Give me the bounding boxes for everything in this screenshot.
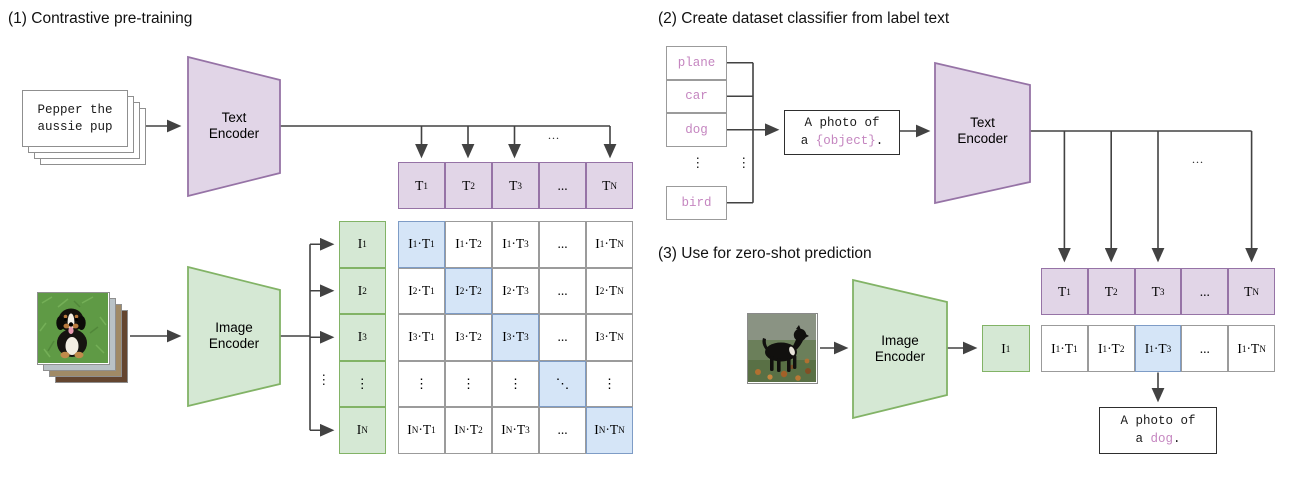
- prediction-line2: a dog.: [1135, 431, 1181, 446]
- similarity-cell: ...: [539, 221, 586, 268]
- similarity-cell: I 1 ·T N: [1228, 325, 1275, 372]
- prompt-line1: A photo of: [804, 116, 880, 130]
- image-encoder-label-line2: Encoder: [874, 348, 926, 364]
- ellipsis-vertical: ⋮: [737, 155, 751, 170]
- similarity-cell: I N ·T 2: [445, 407, 492, 454]
- similarity-cell: I N ·T 3: [492, 407, 539, 454]
- similarity-cell: I 2 ·T 2: [445, 267, 492, 314]
- class-label-text: bird: [681, 195, 712, 210]
- text-encoder-label-line1: Text: [221, 110, 247, 125]
- similarity-cell: ...: [1181, 325, 1229, 372]
- similarity-cell: I 2 ·T 1: [398, 267, 445, 314]
- prompt-line2: a {object}.: [800, 133, 884, 148]
- zero-shot-score-row: I 1 ·T 1 I 1 ·T 2 I 1 ·T 3... I 1 ·T N: [1041, 325, 1275, 372]
- similarity-cell: ⋮: [492, 360, 539, 407]
- ellipsis-horizontal: ...: [548, 128, 560, 142]
- query-dog-photo: [747, 313, 818, 384]
- similarity-cell: I 1 ·T 3: [492, 221, 539, 268]
- image-encoder-label-3: Image Encoder: [853, 333, 947, 364]
- text-snippet-line2: aussie pup: [37, 119, 113, 134]
- prompt-template-box: A photo of a {object}.: [784, 110, 900, 155]
- similarity-cell: I 3 ·T 3: [492, 314, 539, 361]
- class-label-text: dog: [685, 122, 708, 137]
- text-encoder-label-2: Text Encoder: [935, 115, 1030, 146]
- similarity-cell: ...: [539, 314, 586, 361]
- prompt-object-slot: {object}: [815, 133, 876, 148]
- text-embedding-cell: ...: [539, 162, 586, 209]
- text-encoder-label-1: Text Encoder: [188, 110, 280, 141]
- similarity-cell: I 1 ·T 3: [1134, 325, 1182, 372]
- text-embedding-row: T 1 T 2 T 3... T N: [398, 162, 633, 209]
- class-label-car: car: [666, 79, 727, 113]
- ellipsis-vertical: ⋮: [691, 155, 705, 170]
- puppy-photo: [37, 292, 110, 365]
- similarity-cell: I 2 ·T N: [586, 267, 633, 314]
- text-encoder-label-line2: Encoder: [957, 130, 1008, 146]
- classifier-embedding-row: T 1 T 2 T 3... T N: [1041, 268, 1275, 315]
- similarity-cell: I 2 ·T 3: [492, 267, 539, 314]
- panel1-title: (1) Contrastive pre-training: [8, 10, 193, 27]
- text-encoder-label-line2: Encoder: [208, 125, 260, 141]
- similarity-cell: I 1 ·T 1: [398, 221, 445, 268]
- ellipsis-horizontal: ...: [1192, 152, 1204, 166]
- similarity-cell: I N ·T N: [586, 407, 633, 454]
- class-label-text: plane: [677, 55, 716, 70]
- image-embedding-column: I 1 I 2 I 3 ⋮ I N: [339, 221, 386, 454]
- puppy-photo-art: [38, 293, 108, 363]
- image-encoder-label-line1: Image: [215, 320, 253, 335]
- similarity-cell: ⋮: [398, 360, 445, 407]
- similarity-cell: ⋮: [586, 360, 633, 407]
- query-dog-photo-art: [748, 314, 816, 382]
- text-encoder-label-line1: Text: [970, 115, 995, 130]
- similarity-cell: I 1 ·T N: [586, 221, 633, 268]
- similarity-cell: I 3 ·T 1: [398, 314, 445, 361]
- prediction-line1: A photo of: [1120, 414, 1196, 428]
- class-label-plane: plane: [666, 46, 727, 80]
- similarity-cell: I 1 ·T 1: [1041, 325, 1088, 372]
- similarity-cell: I 3 ·T N: [586, 314, 633, 361]
- class-label-dog: dog: [666, 113, 727, 147]
- similarity-cell: I N ·T 1: [398, 407, 445, 454]
- similarity-cell: I 3 ·T 2: [445, 314, 492, 361]
- similarity-matrix: I 1 ·T 1 I 1 ·T 2 I 1 ·T 3... I 1 ·T N I 2 ·T 1 I 2 ·T 2 I 2 ·T 3..…: [398, 221, 633, 454]
- similarity-cell: ...: [539, 267, 586, 314]
- class-label-text: car: [685, 89, 708, 104]
- similarity-cell: I 1 ·T 2: [445, 221, 492, 268]
- similarity-cell: ⋱: [539, 360, 586, 407]
- panel3-title: (3) Use for zero-shot prediction: [658, 245, 872, 262]
- text-snippet-line1: Pepper the: [37, 102, 113, 117]
- prediction-box: A photo of a dog.: [1099, 407, 1217, 454]
- image-embedding-cell: ⋮: [339, 360, 386, 407]
- similarity-cell: I 1 ·T 2: [1087, 325, 1135, 372]
- class-label-bird: bird: [666, 186, 727, 220]
- ellipsis-vertical: ⋮: [317, 372, 331, 387]
- image-encoder-label-line2: Encoder: [208, 335, 260, 351]
- predicted-class: dog: [1150, 431, 1173, 446]
- similarity-cell: ...: [539, 407, 586, 454]
- image-encoder-label-line1: Image: [881, 333, 919, 348]
- similarity-cell: ⋮: [445, 360, 492, 407]
- image-encoder-label-1: Image Encoder: [188, 320, 280, 351]
- panel2-title: (2) Create dataset classifier from label…: [658, 10, 950, 27]
- text-embedding-cell: ...: [1181, 268, 1229, 315]
- text-snippet-box: Pepper the aussie pup: [22, 90, 128, 147]
